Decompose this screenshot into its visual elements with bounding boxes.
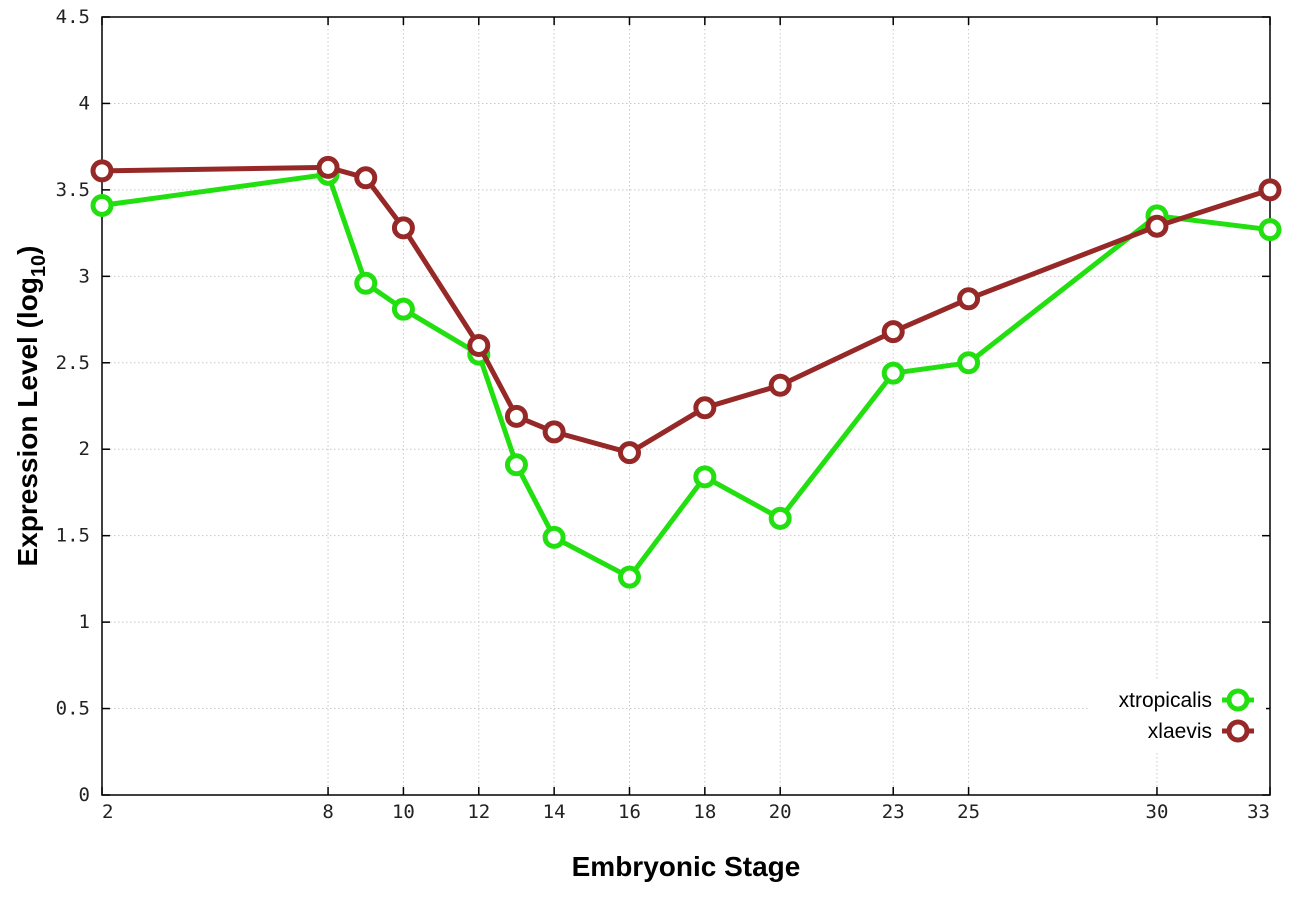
- data-point: [90, 193, 114, 217]
- x-tick-label: 30: [1146, 801, 1169, 823]
- x-tick-label: 16: [618, 801, 641, 823]
- x-tick-label: 20: [769, 801, 792, 823]
- axis-ticks: [101, 16, 1271, 796]
- y-tick-labels: 0 0.5 1 1.5 2 2.5 3 3.5 4 4.5: [56, 6, 90, 806]
- x-tick-label: 25: [957, 801, 980, 823]
- legend: xtropicalis xlaevis: [1090, 680, 1266, 752]
- data-point: [957, 287, 981, 311]
- y-axis-title-close: ): [12, 246, 43, 255]
- y-tick-label: 4: [79, 92, 90, 114]
- data-point: [1145, 214, 1169, 238]
- data-point: [617, 565, 641, 589]
- data-point: [391, 216, 415, 240]
- series-xtropicalis: [90, 162, 1282, 589]
- y-tick-label: 1.5: [56, 525, 90, 547]
- data-point: [504, 453, 528, 477]
- x-tick-label: 8: [322, 801, 333, 823]
- data-point: [354, 271, 378, 295]
- series-line-xlaevis: [101, 164, 1271, 456]
- y-tick-label: 2.5: [56, 352, 90, 374]
- y-axis-title-subscript: 10: [28, 255, 50, 277]
- y-axis-title-main: Expression Level (log: [12, 277, 43, 566]
- data-point: [768, 506, 792, 530]
- x-tick-label: 23: [882, 801, 905, 823]
- y-tick-label: 0.5: [56, 698, 90, 720]
- y-tick-label: 0: [79, 784, 90, 806]
- data-point: [881, 361, 905, 385]
- y-tick-label: 4.5: [56, 6, 90, 28]
- series-line-xtropicalis: [101, 171, 1271, 580]
- y-tick-label: 3: [79, 265, 90, 287]
- x-tick-label: 10: [392, 801, 415, 823]
- data-point: [354, 166, 378, 190]
- data-point: [617, 441, 641, 465]
- legend-marker-xtropicalis: [1226, 688, 1250, 712]
- series-xlaevis: [90, 155, 1282, 465]
- x-tick-label: 2: [102, 801, 113, 823]
- data-point: [90, 159, 114, 183]
- y-tick-label: 2: [79, 438, 90, 460]
- y-tick-label: 1: [79, 611, 90, 633]
- legend-label-xtropicalis: xtropicalis: [1119, 689, 1212, 712]
- data-point: [504, 404, 528, 428]
- plot-frame: [101, 16, 1271, 796]
- grid: [102, 17, 1270, 795]
- y-axis-title: Expression Level (log10): [12, 246, 50, 567]
- data-point: [881, 320, 905, 344]
- data-point: [693, 396, 717, 420]
- data-point: [391, 297, 415, 321]
- legend-label-xlaevis: xlaevis: [1148, 720, 1212, 743]
- x-tick-label: 12: [467, 801, 490, 823]
- x-tick-label: 14: [543, 801, 566, 823]
- data-point: [768, 373, 792, 397]
- series-lines: [90, 155, 1282, 589]
- data-point: [693, 465, 717, 489]
- data-point: [316, 155, 340, 179]
- data-point: [542, 420, 566, 444]
- x-tick-label: 33: [1247, 801, 1270, 823]
- data-point: [467, 333, 491, 357]
- data-point: [1258, 218, 1282, 242]
- x-tick-label: 18: [693, 801, 716, 823]
- x-tick-labels: 2 8 10 12 14 16 18 20 23 25 30 33: [102, 801, 1270, 823]
- x-axis-title: Embryonic Stage: [572, 851, 801, 882]
- data-point: [542, 525, 566, 549]
- y-tick-label: 3.5: [56, 179, 90, 201]
- data-point: [1258, 178, 1282, 202]
- legend-marker-xlaevis: [1226, 719, 1250, 743]
- data-point: [957, 351, 981, 375]
